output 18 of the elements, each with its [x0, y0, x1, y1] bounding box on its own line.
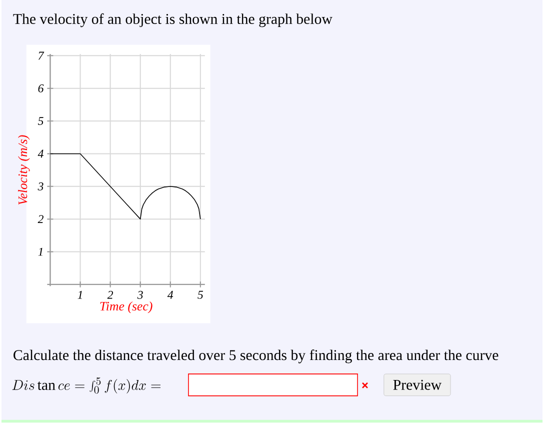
- text: $Dis\tan ce = \int_0^5 f(x)dx=$: [12, 378, 161, 394]
- x-tick-label: 5: [198, 291, 204, 299]
- y-tick-label: 4: [38, 150, 44, 158]
- y-tick-label: 7: [38, 52, 44, 60]
- y-tick-label: 5: [38, 117, 44, 126]
- y-tick-label: 1: [38, 248, 42, 256]
- x-tick-label: 3: [137, 291, 143, 300]
- text: Preview: [393, 380, 442, 390]
- y-tick-label: 6: [38, 84, 44, 92]
- x-tick-label: 4: [167, 291, 174, 299]
- chart-title: The velocity of an object is shown in the graph below: [13, 14, 332, 28]
- x-axis-title: Time (sec): [100, 302, 152, 314]
- text: Calculate the distance traveled over 5 seconds by finding the area under the curve: [14, 350, 498, 364]
- y-tick-label: 3: [38, 182, 44, 191]
- y-tick-label: 2: [38, 215, 44, 224]
- x-tick-label: 1: [78, 291, 82, 299]
- y-axis-title: Velocity (m/s): [18, 135, 30, 205]
- x-tick-label: 2: [107, 291, 114, 299]
